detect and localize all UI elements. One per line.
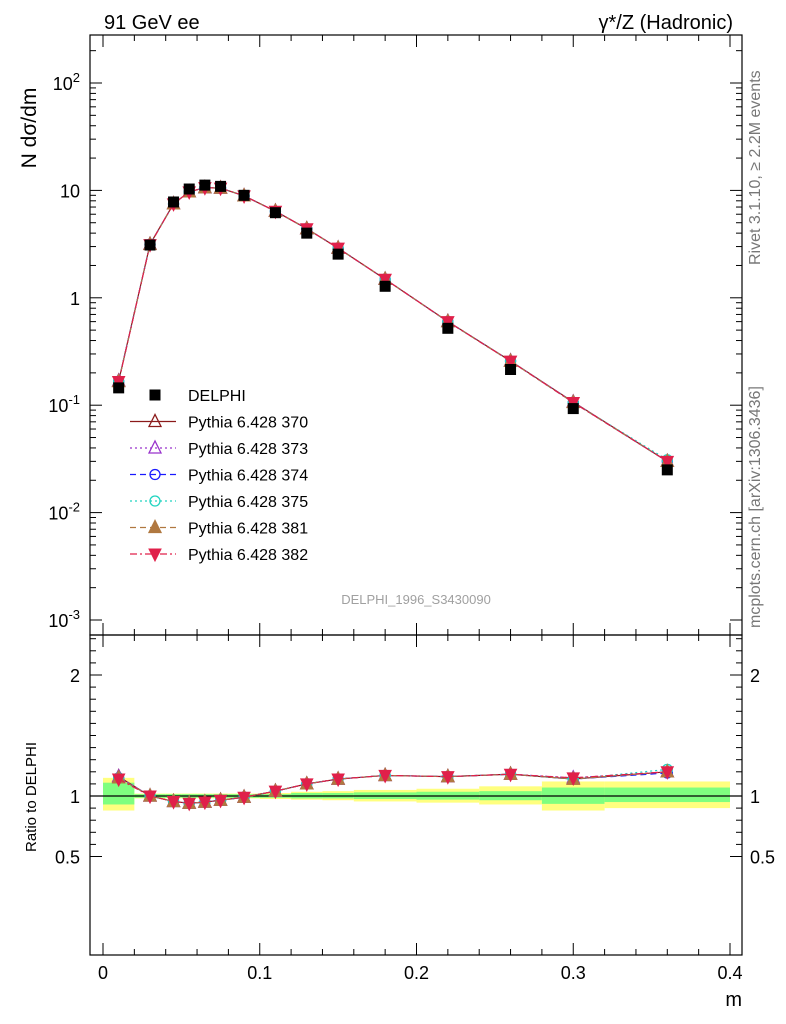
y-tick-label: 10-2: [48, 500, 80, 524]
y-tick-label: 1: [70, 289, 80, 309]
rivet-label: Rivet 3.1.10, ≥ 2.2M events: [747, 70, 764, 265]
y-tick-label: 10-1: [48, 392, 80, 416]
ratio-series-6-point: [111, 773, 126, 788]
data-point: [567, 403, 579, 415]
legend-marker-2: [147, 439, 163, 454]
analysis-watermark: DELPHI_1996_S3430090: [341, 592, 491, 607]
legend-label-2: Pythia 6.428 373: [188, 441, 308, 458]
mcplots-label: mcplots.cern.ch [arXiv:1306.3436]: [747, 386, 764, 628]
legend-label-data: DELPHI: [188, 388, 246, 405]
data-point: [379, 280, 391, 292]
data-point: [199, 179, 211, 191]
ratio-y-tick-label-right: 1: [750, 787, 760, 807]
data-point: [168, 196, 180, 208]
ratio-series-6-point: [213, 794, 228, 809]
legend-marker-6: [148, 548, 162, 563]
series-6-point: [378, 273, 392, 288]
legend-marker-data: [149, 389, 161, 401]
uncertainty-band-inner: [604, 787, 730, 803]
data-point: [238, 189, 250, 201]
ratio-y-axis-label: Ratio to DELPHI: [23, 742, 40, 852]
ratio-series-6-point: [143, 790, 157, 805]
x-tick-label: 0.3: [561, 963, 586, 983]
ratio-series-line-6: [118, 771, 668, 804]
data-point: [144, 239, 156, 251]
x-tick-label: 0: [98, 963, 108, 983]
series-6-point: [503, 355, 518, 370]
data-point: [661, 464, 673, 476]
y-tick-label: 10-3: [48, 607, 80, 631]
ratio-series-6-point: [182, 797, 197, 812]
y-tick-label: 102: [53, 70, 80, 94]
data-point: [113, 382, 125, 394]
header-right: γ*/Z (Hadronic): [599, 12, 733, 34]
ratio-y-tick-label: 2: [70, 666, 80, 686]
legend-label-4: Pythia 6.428 375: [188, 494, 308, 511]
legend-label-6: Pythia 6.428 382: [188, 547, 308, 564]
ratio-plot-panel: 0.5 0.5 1 1 2 2 0 0.1 0.2 0.3 0.4: [55, 634, 775, 983]
y-tick-label: 10: [60, 181, 80, 201]
series-6-point: [441, 316, 455, 330]
ratio-series-6-point: [268, 785, 283, 800]
data-point: [301, 227, 313, 239]
x-tick-label: 0.1: [247, 963, 272, 983]
ratio-y-tick-label-right: 0.5: [750, 848, 775, 868]
data-point: [505, 363, 517, 375]
series-6-point: [660, 455, 675, 470]
x-tick-label: 0.4: [717, 963, 742, 983]
ratio-series-6-point: [441, 771, 455, 785]
legend: DELPHI Pythia 6.428 370 Pythia 6.428 373 Py…: [130, 388, 308, 564]
data-point: [442, 322, 454, 334]
ratio-series-6-point: [660, 766, 675, 780]
legend-label-3: Pythia 6.428 374: [188, 468, 308, 485]
ratio-series-6-point: [299, 778, 314, 793]
ratio-y-tick-label-right: 2: [750, 666, 760, 686]
ratio-series-6-point: [503, 768, 518, 783]
ratio-series-6-point: [198, 796, 212, 811]
data-point: [269, 207, 281, 219]
uncertainty-band-inner: [103, 782, 135, 805]
header-left: 91 GeV ee: [104, 12, 200, 34]
x-tick-label: 0.2: [404, 963, 429, 983]
legend-label-5: Pythia 6.428 381: [188, 521, 308, 538]
ratio-y-tick-label: 1: [70, 787, 80, 807]
main-plot-panel: 10-3 10-2 10-1 1 10 102: [48, 34, 743, 636]
legend-label-1: Pythia 6.428 370: [188, 415, 308, 432]
x-axis-label: m: [725, 989, 742, 1011]
data-point: [183, 183, 195, 195]
ratio-series-6-point: [566, 772, 581, 786]
ratio-series-6-point: [378, 769, 392, 784]
ratio-series-6-point: [237, 791, 251, 806]
legend-marker-1: [147, 413, 163, 428]
main-y-axis-label: N dσ/dm: [18, 88, 41, 169]
ratio-y-tick-label: 0.5: [55, 848, 80, 868]
main-frame: [89, 34, 743, 636]
legend-marker-3: [149, 468, 161, 481]
ratio-series-6-point: [166, 795, 181, 810]
data-point: [215, 180, 227, 192]
legend-marker-4: [149, 495, 161, 507]
ratio-series-6-point: [331, 773, 345, 788]
data-point: [332, 248, 344, 260]
legend-marker-5: [147, 519, 163, 534]
